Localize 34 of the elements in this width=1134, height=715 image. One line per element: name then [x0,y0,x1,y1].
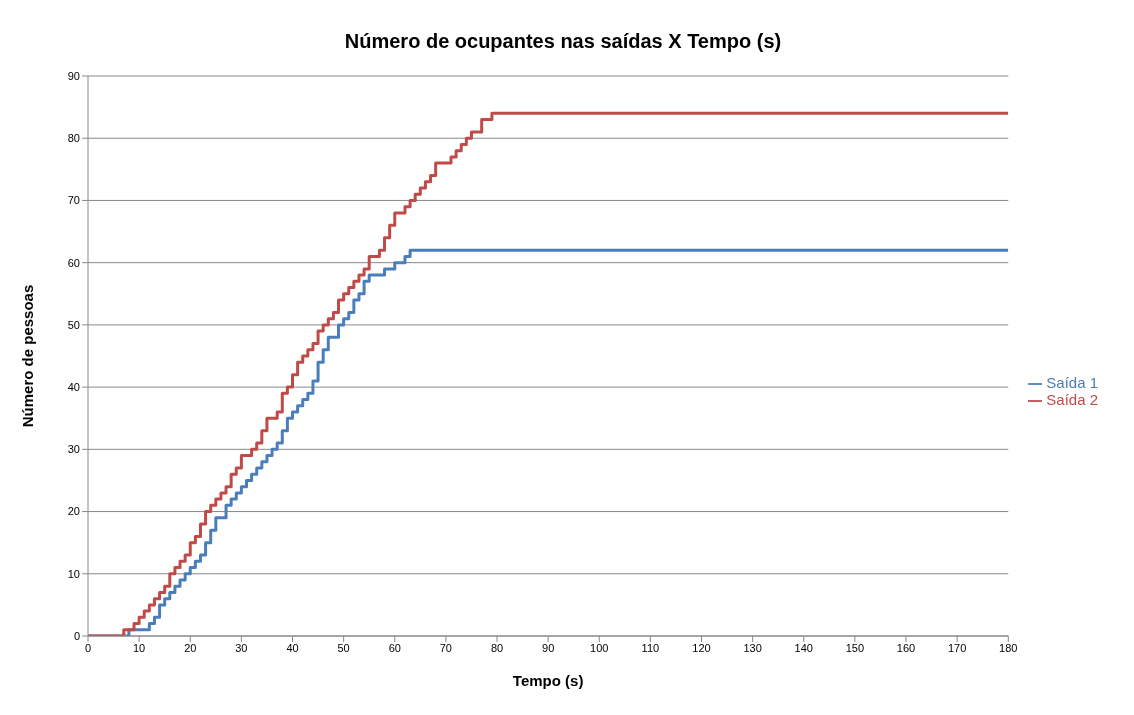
x-tick-label: 140 [794,641,813,654]
y-tick-label: 10 [67,567,80,580]
x-tick-label: 60 [388,641,401,654]
x-axis-title: Tempo (s) [512,672,584,689]
x-tick-label: 130 [743,641,762,654]
x-tick-label: 0 [84,641,92,654]
x-tick-label: 30 [235,641,248,654]
y-axis-title: Número de pessoas [19,284,37,428]
y-tick-label: 70 [67,194,80,207]
y-tick-label: 40 [67,381,80,394]
y-tick-label: 60 [67,256,80,269]
legend-label: Saída 1 [1046,373,1098,391]
x-tick-label: 180 [999,641,1018,654]
x-tick-label: 90 [542,641,555,654]
x-tick-label: 20 [184,641,197,654]
x-tick-label: 40 [286,641,299,654]
x-tick-label: 120 [692,641,711,654]
x-tick-label: 70 [439,641,453,654]
x-tick-label: 10 [133,641,146,654]
x-tick-label: 160 [896,641,916,654]
y-tick-label: 90 [67,69,80,82]
y-tick-label: 20 [67,505,80,518]
x-tick-label: 150 [845,641,865,654]
y-tick-label: 80 [67,132,80,145]
y-tick-label: 0 [73,629,80,642]
x-tick-label: 80 [490,641,504,654]
legend-label: Saída 2 [1046,391,1098,408]
x-tick-label: 50 [337,641,350,654]
x-tick-label: 170 [947,641,967,654]
x-tick-label: 100 [590,641,609,654]
y-tick-label: 30 [67,443,80,456]
y-tick-label: 50 [67,318,80,331]
x-tick-label: 110 [641,641,660,654]
chart-title: Número de ocupantes nas saídas X Tempo (s) [343,29,783,54]
